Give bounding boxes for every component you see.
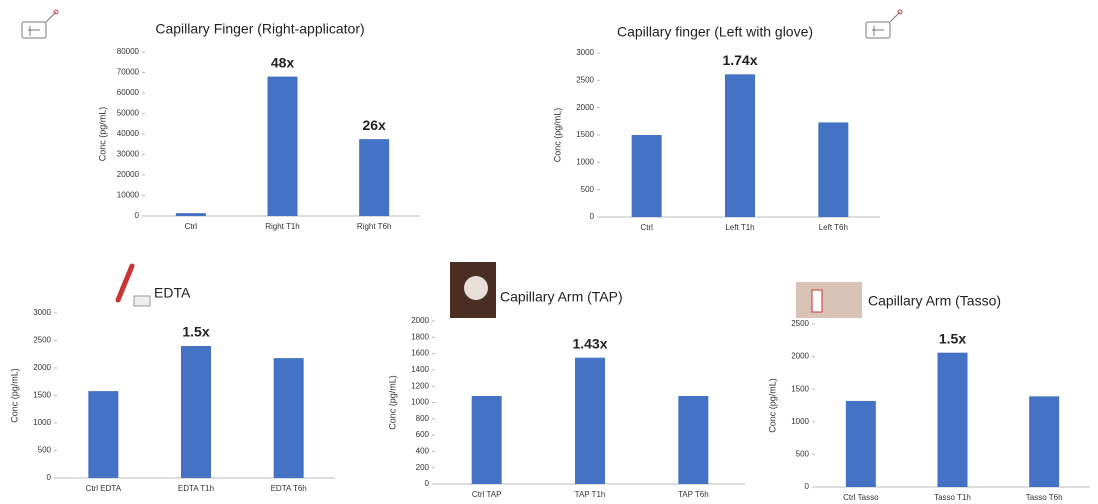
annotation: 26x bbox=[362, 117, 386, 133]
x-tick-label: Right T1h bbox=[265, 222, 300, 231]
y-tick-label: 1000 bbox=[33, 418, 51, 427]
bar bbox=[937, 352, 968, 487]
y-tick-label: 1200 bbox=[411, 381, 429, 390]
y-tick-label: 2000 bbox=[576, 103, 594, 112]
y-tick-label: 0 bbox=[425, 479, 430, 488]
y-tick-label: 2000 bbox=[33, 363, 51, 372]
x-tick-label: TAP T1h bbox=[575, 490, 606, 499]
x-tick-label: Ctrl bbox=[185, 222, 198, 231]
y-axis-label: Conc (pg/mL) bbox=[767, 378, 777, 433]
bar bbox=[471, 395, 502, 484]
y-tick-label: 0 bbox=[47, 473, 52, 482]
y-tick-label: 40000 bbox=[117, 129, 140, 138]
y-tick-label: 30000 bbox=[117, 150, 140, 159]
y-tick-label: 20000 bbox=[117, 170, 140, 179]
icon-tasso-photo bbox=[796, 282, 862, 318]
y-tick-label: 800 bbox=[416, 414, 430, 423]
y-tick-label: 2500 bbox=[791, 319, 809, 328]
bar bbox=[88, 391, 119, 478]
x-tick-label: Ctrl Tasso bbox=[843, 493, 879, 502]
chart-title: Capillary Arm (Tasso) bbox=[868, 293, 1001, 309]
annotation: 1.74x bbox=[722, 52, 757, 68]
y-tick-label: 80000 bbox=[117, 47, 140, 56]
x-tick-label: Tasso T1h bbox=[934, 493, 971, 502]
y-axis-label: Conc (pg/mL) bbox=[97, 107, 107, 162]
bar bbox=[575, 357, 605, 484]
x-tick-label: Left T1h bbox=[725, 223, 754, 232]
y-tick-label: 60000 bbox=[117, 88, 140, 97]
y-tick-label: 3000 bbox=[33, 308, 51, 317]
x-tick-label: TAP T6h bbox=[678, 490, 709, 499]
y-axis-label: Conc (pg/mL) bbox=[387, 375, 397, 430]
bar bbox=[678, 395, 709, 484]
y-tick-label: 0 bbox=[135, 211, 140, 220]
y-tick-label: 500 bbox=[38, 446, 52, 455]
x-tick-label: EDTA T1h bbox=[178, 484, 214, 493]
y-tick-label: 1500 bbox=[576, 130, 594, 139]
annotation: 48x bbox=[271, 54, 295, 70]
icon-finger-right bbox=[21, 9, 59, 39]
annotation: 1.43x bbox=[572, 335, 607, 351]
x-tick-label: Ctrl EDTA bbox=[86, 484, 122, 493]
icon-finger-left bbox=[865, 9, 903, 39]
y-axis-label: Conc (pg/mL) bbox=[9, 368, 19, 423]
bar bbox=[175, 213, 206, 216]
chart-title: Capillary Arm (TAP) bbox=[500, 289, 623, 305]
y-tick-label: 1800 bbox=[411, 332, 429, 341]
x-tick-label: Right T6h bbox=[357, 222, 392, 231]
y-tick-label: 2000 bbox=[411, 316, 429, 325]
y-tick-label: 2500 bbox=[33, 336, 51, 345]
y-tick-label: 500 bbox=[581, 185, 595, 194]
y-tick-label: 1000 bbox=[411, 398, 429, 407]
y-tick-label: 0 bbox=[590, 212, 595, 221]
y-tick-label: 400 bbox=[416, 447, 430, 456]
x-tick-label: Ctrl TAP bbox=[472, 490, 501, 499]
bar bbox=[725, 74, 755, 217]
bar bbox=[181, 346, 211, 478]
y-tick-label: 1600 bbox=[411, 349, 429, 358]
y-tick-label: 1500 bbox=[791, 384, 809, 393]
y-tick-label: 10000 bbox=[117, 191, 140, 200]
y-tick-label: 50000 bbox=[117, 109, 140, 118]
icon-edta-tube bbox=[115, 263, 151, 307]
y-tick-label: 1000 bbox=[791, 417, 809, 426]
bar bbox=[273, 358, 304, 478]
x-tick-label: Left T6h bbox=[819, 223, 848, 232]
icon-tap-photo bbox=[450, 262, 496, 318]
chart-title: Capillary Finger (Right-applicator) bbox=[155, 21, 364, 37]
bar bbox=[845, 400, 876, 487]
y-tick-label: 2500 bbox=[576, 75, 594, 84]
annotation: 1.5x bbox=[939, 330, 966, 346]
y-tick-label: 200 bbox=[416, 463, 430, 472]
annotation: 1.5x bbox=[182, 324, 209, 340]
bar bbox=[1029, 396, 1060, 487]
y-tick-label: 1400 bbox=[411, 365, 429, 374]
x-tick-label: Ctrl bbox=[640, 223, 653, 232]
y-tick-label: 70000 bbox=[117, 68, 140, 77]
bar bbox=[818, 122, 849, 217]
y-tick-label: 600 bbox=[416, 430, 430, 439]
bar bbox=[267, 76, 298, 216]
y-tick-label: 0 bbox=[805, 482, 810, 491]
y-tick-label: 1000 bbox=[576, 157, 594, 166]
x-tick-label: Tasso T6h bbox=[1026, 493, 1063, 502]
y-tick-label: 500 bbox=[796, 450, 810, 459]
bar bbox=[631, 135, 662, 217]
x-tick-label: EDTA T6h bbox=[271, 484, 307, 493]
chart-title: EDTA bbox=[154, 285, 191, 301]
y-tick-label: 2000 bbox=[791, 352, 809, 361]
y-tick-label: 3000 bbox=[576, 48, 594, 57]
y-tick-label: 1500 bbox=[33, 391, 51, 400]
chart-title: Capillary finger (Left with glove) bbox=[617, 24, 813, 40]
bar bbox=[359, 139, 390, 216]
y-axis-label: Conc (pg/mL) bbox=[552, 108, 562, 163]
